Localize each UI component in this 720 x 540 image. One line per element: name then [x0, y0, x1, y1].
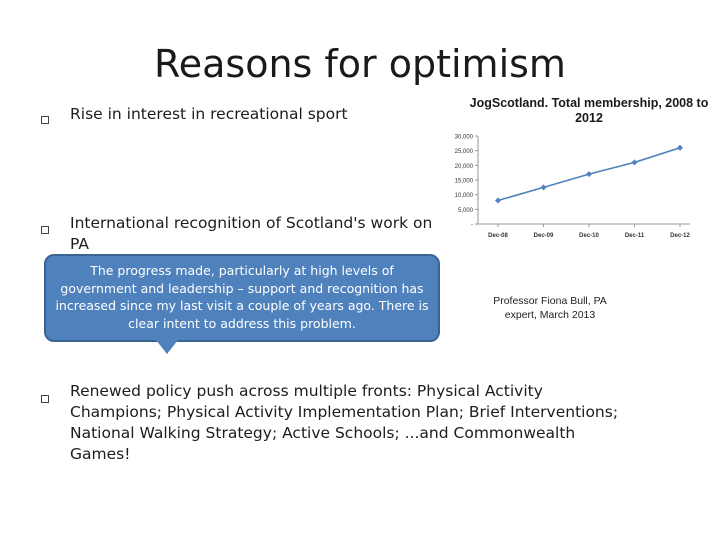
y-tick-label: 15,000 — [455, 179, 474, 185]
chart-title: JogScotland. Total membership, 2008 to 2… — [469, 96, 709, 125]
y-tick-label: 5,000 — [458, 208, 474, 214]
data-point — [495, 197, 501, 204]
data-point — [631, 159, 638, 166]
bullet-square-icon — [41, 116, 49, 124]
data-point — [540, 184, 547, 191]
y-tick-label: 10,000 — [455, 193, 474, 199]
y-tick-label: 20,000 — [455, 164, 474, 170]
bullet-text: Renewed policy push across multiple fron… — [70, 382, 619, 463]
data-point — [586, 171, 592, 178]
x-tick-label: Dec-10 — [579, 233, 599, 239]
bullet-text: International recognition of Scotland's … — [70, 214, 433, 253]
data-point — [677, 144, 683, 151]
callout-tail — [156, 340, 178, 354]
bullet-text: Rise in interest in recreational sport — [70, 105, 348, 123]
quote-callout: The progress made, particularly at high … — [44, 254, 440, 342]
quote-source: Professor Fiona Bull, PA expert, March 2… — [493, 295, 607, 321]
x-tick-label: Dec-09 — [534, 233, 554, 239]
bullet-square-icon — [41, 395, 49, 403]
x-tick-label: Dec-12 — [670, 233, 690, 239]
quote-text: The progress made, particularly at high … — [55, 263, 429, 331]
x-tick-label: Dec-11 — [625, 233, 645, 239]
y-tick-label: - — [471, 223, 473, 229]
membership-line-chart: - 5,000 10,000 15,000 20,000 25,000 30,000 Dec-… — [455, 135, 691, 240]
x-tick-label: Dec-08 — [488, 233, 508, 239]
y-tick-label: 30,000 — [455, 135, 474, 141]
slide-title: Reasons for optimism — [154, 42, 566, 86]
y-tick-label: 25,000 — [455, 149, 474, 155]
bullet-square-icon — [41, 226, 49, 234]
